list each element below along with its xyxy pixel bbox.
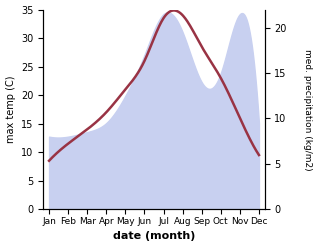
X-axis label: date (month): date (month): [113, 231, 195, 242]
Y-axis label: med. precipitation (kg/m2): med. precipitation (kg/m2): [303, 49, 313, 170]
Y-axis label: max temp (C): max temp (C): [5, 76, 16, 143]
